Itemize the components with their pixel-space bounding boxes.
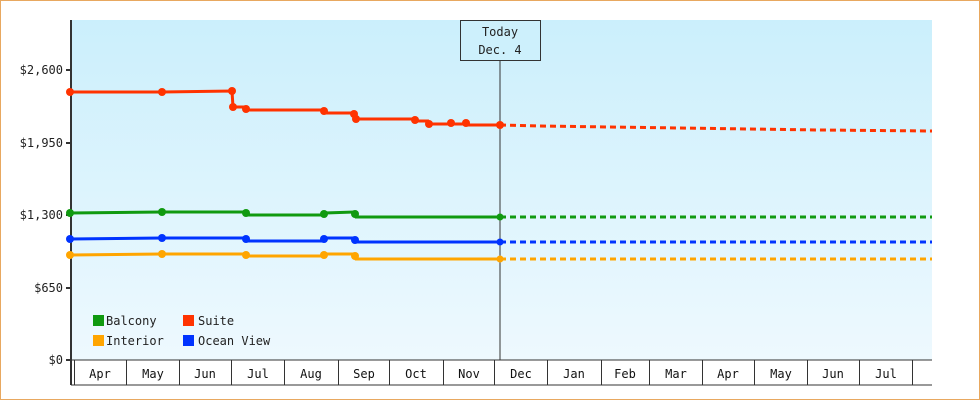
- legend-swatch-interior: [93, 335, 104, 346]
- month-label: Jan: [563, 367, 585, 381]
- legend-label-interior: Interior: [106, 334, 164, 348]
- y-tick-label: $650: [34, 281, 63, 295]
- month-label: Oct: [405, 367, 427, 381]
- series-ocean-view: [66, 234, 932, 246]
- series-suite: [66, 87, 933, 133]
- month-label: Mar: [665, 367, 687, 381]
- series-interior: [66, 250, 932, 263]
- month-label: Jul: [875, 367, 897, 381]
- y-tick-label: $2,600: [20, 63, 63, 77]
- month-label: Nov: [458, 367, 480, 381]
- legend-label-ocean-view: Ocean View: [198, 334, 271, 348]
- month-label: Jun: [822, 367, 844, 381]
- y-tick-label: $1,950: [20, 136, 63, 150]
- today-date: Dec. 4: [478, 43, 521, 57]
- legend-label-balcony: Balcony: [106, 314, 157, 328]
- series-balcony: [66, 208, 932, 221]
- legend: Balcony Suite Interior Ocean View: [93, 314, 271, 348]
- y-tick-label: $1,300: [20, 208, 63, 222]
- month-label: Aug: [300, 367, 322, 381]
- month-label: Apr: [89, 367, 111, 381]
- month-label: Jun: [194, 367, 216, 381]
- x-axis-months: Apr May Jun Jul Aug Sep Oct Nov Dec Jan …: [71, 359, 932, 386]
- month-label: Feb: [614, 367, 636, 381]
- month-label: Apr: [717, 367, 739, 381]
- legend-label-suite: Suite: [198, 314, 234, 328]
- month-label: Dec: [510, 367, 532, 381]
- month-label: May: [770, 367, 792, 381]
- legend-swatch-suite: [183, 315, 194, 326]
- y-ticks: $0 $650 $1,300 $1,950 $2,600: [20, 63, 71, 367]
- y-tick-label: $0: [49, 353, 63, 367]
- legend-swatch-balcony: [93, 315, 104, 326]
- today-marker: Today Dec. 4: [460, 20, 541, 360]
- month-label: Sep: [353, 367, 375, 381]
- month-label: May: [142, 367, 164, 381]
- plot-area: [71, 20, 932, 360]
- today-label: Today: [482, 25, 518, 39]
- legend-swatch-ocean-view: [183, 335, 194, 346]
- month-label: Jul: [247, 367, 269, 381]
